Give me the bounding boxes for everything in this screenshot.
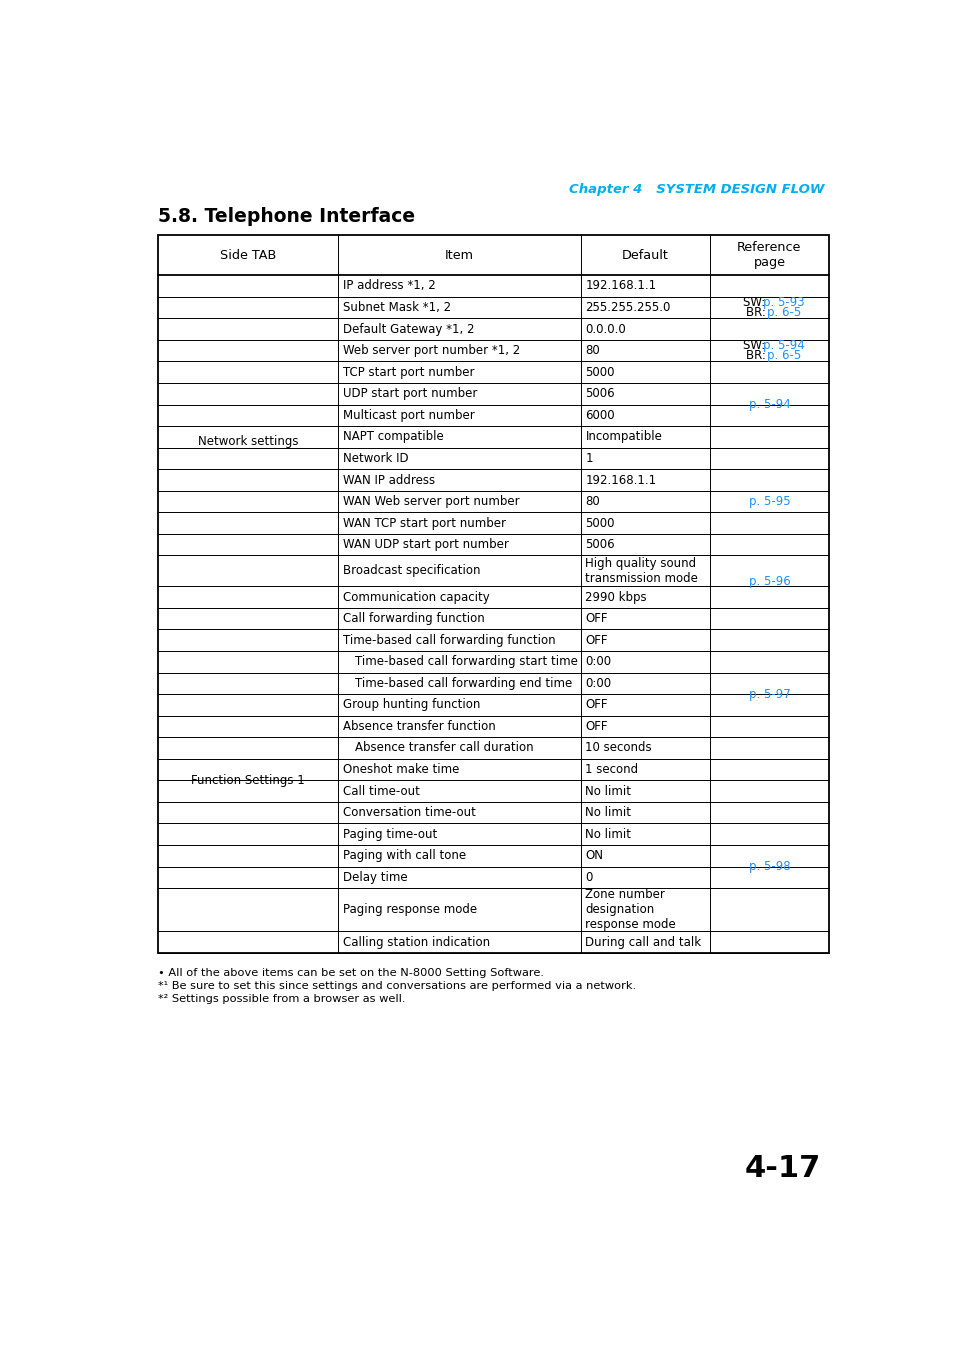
Text: 192.168.1.1: 192.168.1.1 xyxy=(585,474,656,486)
Text: p. 6-5: p. 6-5 xyxy=(766,350,801,362)
Text: No limit: No limit xyxy=(585,806,631,819)
Text: During call and talk: During call and talk xyxy=(585,936,700,949)
Text: p. 5-96: p. 5-96 xyxy=(748,575,789,589)
Text: Multicast port number: Multicast port number xyxy=(342,409,474,421)
Text: BR:: BR: xyxy=(744,306,772,319)
Text: Absence transfer call duration: Absence transfer call duration xyxy=(355,741,533,755)
Text: 0.0.0.0: 0.0.0.0 xyxy=(585,323,625,336)
Text: 0:00: 0:00 xyxy=(585,655,611,668)
Text: No limit: No limit xyxy=(585,828,631,841)
Text: Conversation time-out: Conversation time-out xyxy=(342,806,475,819)
Text: Time-based call forwarding end time: Time-based call forwarding end time xyxy=(355,676,572,690)
Text: Paging with call tone: Paging with call tone xyxy=(342,849,465,863)
Text: 5000: 5000 xyxy=(585,517,615,529)
Text: Oneshot make time: Oneshot make time xyxy=(342,763,458,776)
Text: Web server port number *1, 2: Web server port number *1, 2 xyxy=(342,344,519,358)
Text: 1 second: 1 second xyxy=(585,763,638,776)
Text: Side TAB: Side TAB xyxy=(219,248,275,262)
Text: Time-based call forwarding start time: Time-based call forwarding start time xyxy=(355,655,578,668)
Text: Zone number
designation
response mode: Zone number designation response mode xyxy=(585,888,676,932)
Text: WAN UDP start port number: WAN UDP start port number xyxy=(342,539,508,551)
Text: 80: 80 xyxy=(585,344,599,358)
Text: Paging response mode: Paging response mode xyxy=(342,903,476,917)
Text: SW:: SW: xyxy=(742,296,768,309)
Text: BR:: BR: xyxy=(744,350,772,362)
Text: Paging time-out: Paging time-out xyxy=(342,828,436,841)
Text: Network ID: Network ID xyxy=(342,452,408,464)
Text: WAN Web server port number: WAN Web server port number xyxy=(342,495,518,508)
Text: High quality sound
transmission mode: High quality sound transmission mode xyxy=(585,556,698,585)
Text: No limit: No limit xyxy=(585,784,631,798)
Text: 2990 kbps: 2990 kbps xyxy=(585,590,646,603)
Text: • All of the above items can be set on the N-8000 Setting Software.: • All of the above items can be set on t… xyxy=(158,968,543,979)
Text: Time-based call forwarding function: Time-based call forwarding function xyxy=(342,633,555,647)
Text: Absence transfer function: Absence transfer function xyxy=(342,720,495,733)
Text: p. 5-98: p. 5-98 xyxy=(748,860,789,873)
Text: 1: 1 xyxy=(585,452,593,464)
Text: Broadcast specification: Broadcast specification xyxy=(342,564,479,578)
Text: Communication capacity: Communication capacity xyxy=(342,590,489,603)
Text: Item: Item xyxy=(444,248,474,262)
Text: 5006: 5006 xyxy=(585,539,615,551)
Text: Reference
page: Reference page xyxy=(737,242,801,269)
Text: OFF: OFF xyxy=(585,698,607,711)
Text: 10 seconds: 10 seconds xyxy=(585,741,652,755)
Text: 5.8. Telephone Interface: 5.8. Telephone Interface xyxy=(158,207,415,225)
Text: OFF: OFF xyxy=(585,720,607,733)
Text: 80: 80 xyxy=(585,495,599,508)
Text: TCP start port number: TCP start port number xyxy=(342,366,474,379)
Text: Call time-out: Call time-out xyxy=(342,784,419,798)
Text: p. 6-5: p. 6-5 xyxy=(766,306,801,319)
Text: Call forwarding function: Call forwarding function xyxy=(342,612,484,625)
Text: Network settings: Network settings xyxy=(197,435,298,448)
Text: ON: ON xyxy=(585,849,603,863)
Text: 5006: 5006 xyxy=(585,387,615,400)
Text: 192.168.1.1: 192.168.1.1 xyxy=(585,279,656,293)
Text: Group hunting function: Group hunting function xyxy=(342,698,479,711)
Text: OFF: OFF xyxy=(585,612,607,625)
Text: Incompatible: Incompatible xyxy=(585,431,661,443)
Text: Delay time: Delay time xyxy=(342,871,407,884)
Bar xyxy=(158,235,828,953)
Text: SW:: SW: xyxy=(742,339,768,352)
Text: 4-17: 4-17 xyxy=(743,1154,820,1183)
Text: Chapter 4   SYSTEM DESIGN FLOW: Chapter 4 SYSTEM DESIGN FLOW xyxy=(568,182,823,196)
Text: Calling station indication: Calling station indication xyxy=(342,936,489,949)
Text: Function Settings 1: Function Settings 1 xyxy=(191,774,305,787)
Text: p. 5-95: p. 5-95 xyxy=(748,495,789,508)
Text: WAN IP address: WAN IP address xyxy=(342,474,435,486)
Text: p. 5-93: p. 5-93 xyxy=(762,296,804,309)
Text: WAN TCP start port number: WAN TCP start port number xyxy=(342,517,505,529)
Text: OFF: OFF xyxy=(585,633,607,647)
Text: Default Gateway *1, 2: Default Gateway *1, 2 xyxy=(342,323,474,336)
Text: 5000: 5000 xyxy=(585,366,615,379)
Text: IP address *1, 2: IP address *1, 2 xyxy=(342,279,435,293)
Text: UDP start port number: UDP start port number xyxy=(342,387,476,400)
Text: 0:00: 0:00 xyxy=(585,676,611,690)
Text: p. 5-94: p. 5-94 xyxy=(748,398,789,410)
Text: p. 5-97: p. 5-97 xyxy=(748,687,789,701)
Text: Default: Default xyxy=(621,248,668,262)
Text: 255.255.255.0: 255.255.255.0 xyxy=(585,301,670,315)
Text: Subnet Mask *1, 2: Subnet Mask *1, 2 xyxy=(342,301,450,315)
Text: NAPT compatible: NAPT compatible xyxy=(342,431,443,443)
Text: 0: 0 xyxy=(585,871,592,884)
Text: *² Settings possible from a browser as well.: *² Settings possible from a browser as w… xyxy=(158,995,405,1004)
Text: *¹ Be sure to set this since settings and conversations are performed via a netw: *¹ Be sure to set this since settings an… xyxy=(158,981,636,991)
Text: 6000: 6000 xyxy=(585,409,615,421)
Text: p. 5-94: p. 5-94 xyxy=(762,339,804,352)
